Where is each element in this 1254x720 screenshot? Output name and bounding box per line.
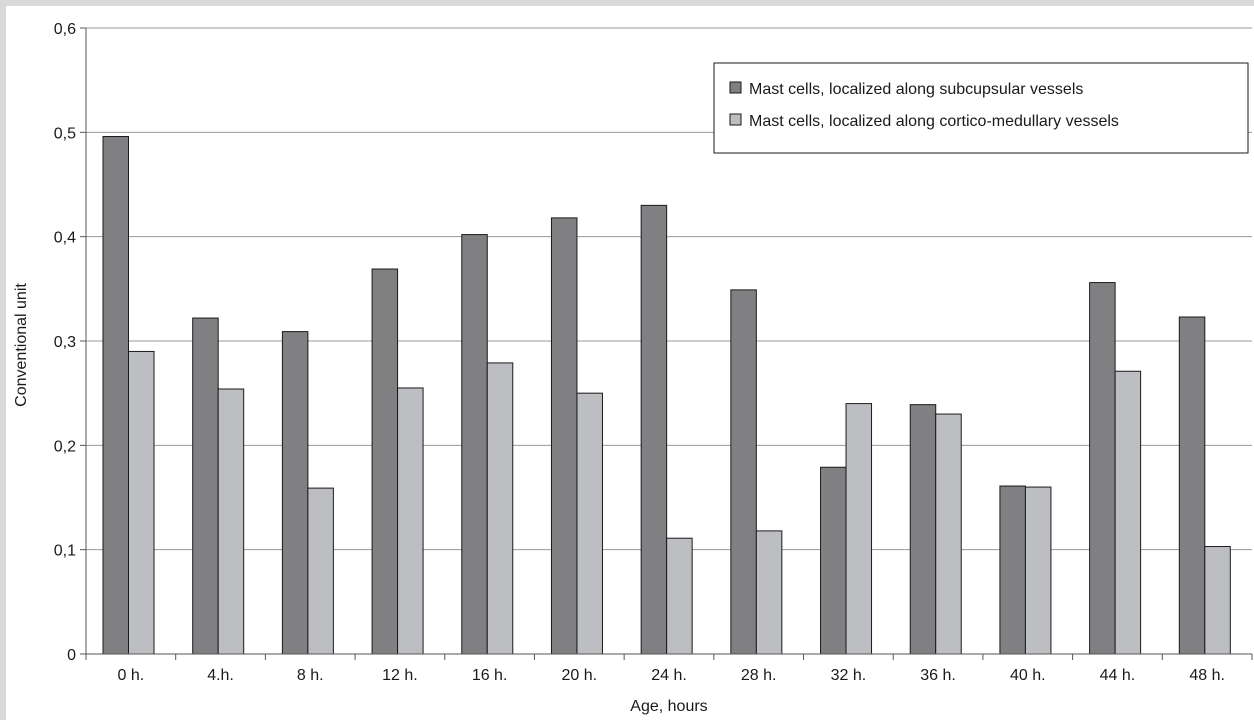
- bars: [102, 136, 1231, 655]
- bar-cortico-medullary: [128, 350, 155, 655]
- bar-cortico-medullary: [576, 392, 603, 655]
- chart-frame: 0 0,1 0,2 0,3 0,4 0,5 0,6 0 h. 4.h. 8 h. 12 h. 16 …: [6, 6, 1254, 720]
- bar-subcapsular: [640, 204, 668, 655]
- bar-cortico-medullary: [755, 530, 783, 655]
- bar-cortico-medullary: [217, 388, 245, 655]
- bar-subcapsular: [192, 317, 219, 655]
- legend-swatch-subcapsular: [729, 81, 742, 94]
- bar-subcapsular: [1089, 282, 1116, 655]
- bar-chart: 0 0,1 0,2 0,3 0,4 0,5 0,6 0 h. 4.h. 8 h. 12 h. 16 …: [13, 21, 1253, 715]
- bar-cortico-medullary: [1024, 486, 1052, 655]
- x-axis-ticks: 0 h. 4.h. 8 h. 12 h. 16 h. 20 h. 24 h. 28 h. 32 …: [85, 654, 1253, 684]
- y-tick-label: 0,3: [54, 334, 76, 351]
- y-tick-label: 0,5: [54, 125, 76, 142]
- bar-subcapsular: [999, 485, 1026, 655]
- y-tick-label: 0,4: [54, 230, 76, 247]
- bar-subcapsular: [730, 289, 757, 655]
- bar-cortico-medullary: [1114, 370, 1142, 655]
- x-tick-label: 16 h.: [472, 667, 508, 684]
- bar-cortico-medullary: [666, 537, 693, 655]
- y-tick-label: 0,6: [54, 21, 76, 38]
- x-tick-label: 40 h.: [1010, 667, 1046, 684]
- bar-subcapsular: [820, 466, 847, 655]
- x-tick-label: 36 h.: [920, 667, 956, 684]
- y-axis-label: Conventional unit: [13, 283, 30, 407]
- y-tick-label: 0: [67, 647, 76, 664]
- y-tick-label: 0,1: [54, 543, 76, 560]
- x-tick-label: 0 h.: [118, 667, 145, 684]
- bar-subcapsular: [371, 268, 399, 655]
- x-tick-label: 32 h.: [831, 667, 867, 684]
- bar-subcapsular: [281, 331, 309, 655]
- x-axis-label: Age, hours: [630, 698, 707, 715]
- gridlines: [86, 27, 1252, 551]
- x-tick-label: 24 h.: [651, 667, 687, 684]
- legend-label-cortico-medullary: Mast cells, localized along cortico-medu…: [749, 113, 1119, 130]
- x-tick-label: 4.h.: [207, 667, 234, 684]
- bar-cortico-medullary: [845, 403, 873, 655]
- legend-label-subcapsular: Mast cells, localized along subcupsular …: [749, 81, 1083, 98]
- x-tick-label: 48 h.: [1189, 667, 1225, 684]
- bar-subcapsular: [102, 136, 129, 655]
- y-tick-label: 0,2: [54, 438, 76, 455]
- bar-subcapsular: [461, 234, 488, 655]
- bar-cortico-medullary: [935, 413, 962, 655]
- legend: Mast cells, localized along subcupsular …: [713, 62, 1249, 154]
- x-tick-label: 12 h.: [382, 667, 418, 684]
- x-tick-label: 44 h.: [1100, 667, 1136, 684]
- bar-subcapsular: [550, 217, 578, 655]
- x-tick-label: 28 h.: [741, 667, 777, 684]
- bar-cortico-medullary: [397, 387, 424, 655]
- legend-box: [713, 62, 1249, 154]
- y-axis-ticks: 0 0,1 0,2 0,3 0,4 0,5 0,6: [54, 21, 86, 664]
- bar-cortico-medullary: [1204, 546, 1231, 655]
- x-tick-label: 20 h.: [562, 667, 598, 684]
- legend-swatch-cortico-medullary: [729, 113, 742, 126]
- x-tick-label: 8 h.: [297, 667, 324, 684]
- bar-cortico-medullary: [486, 362, 514, 655]
- bar-subcapsular: [909, 404, 937, 655]
- bar-subcapsular: [1178, 316, 1206, 655]
- bar-cortico-medullary: [307, 487, 334, 655]
